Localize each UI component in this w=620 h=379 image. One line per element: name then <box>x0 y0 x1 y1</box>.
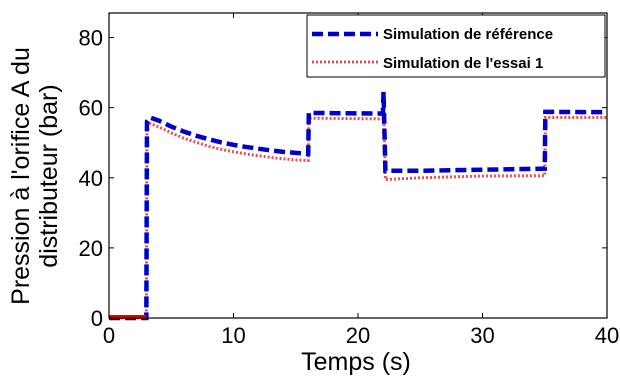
y-axis-label-line-2: distributeur (bar) <box>35 84 63 267</box>
legend-label-reference: Simulation de référence <box>383 26 553 43</box>
y-tick-label: 20 <box>79 236 103 261</box>
x-tick-label: 10 <box>221 323 245 348</box>
y-tick-label: 0 <box>91 306 103 331</box>
legend-label-essai-1: Simulation de l'essai 1 <box>383 55 543 72</box>
y-tick-label: 60 <box>79 96 103 121</box>
y-tick-label: 40 <box>79 166 103 191</box>
ticks-layer: 0 10 20 30 40 0 20 40 60 80 <box>79 13 619 348</box>
x-axis-label: Temps (s) <box>301 348 411 376</box>
y-tick-label: 80 <box>79 26 103 51</box>
x-tick-label: 0 <box>103 323 115 348</box>
x-tick-label: 30 <box>470 323 494 348</box>
series-line-1 <box>109 91 608 321</box>
legend-box <box>306 14 606 78</box>
series-line-2 <box>109 104 607 320</box>
x-tick-label: 40 <box>595 323 619 348</box>
legend: Simulation de référence Simulation de l'… <box>306 14 606 78</box>
series-layer <box>109 91 608 321</box>
y-axis-label-line-1: Pression à l'orifice A du <box>7 47 35 305</box>
x-tick-label: 20 <box>346 323 370 348</box>
